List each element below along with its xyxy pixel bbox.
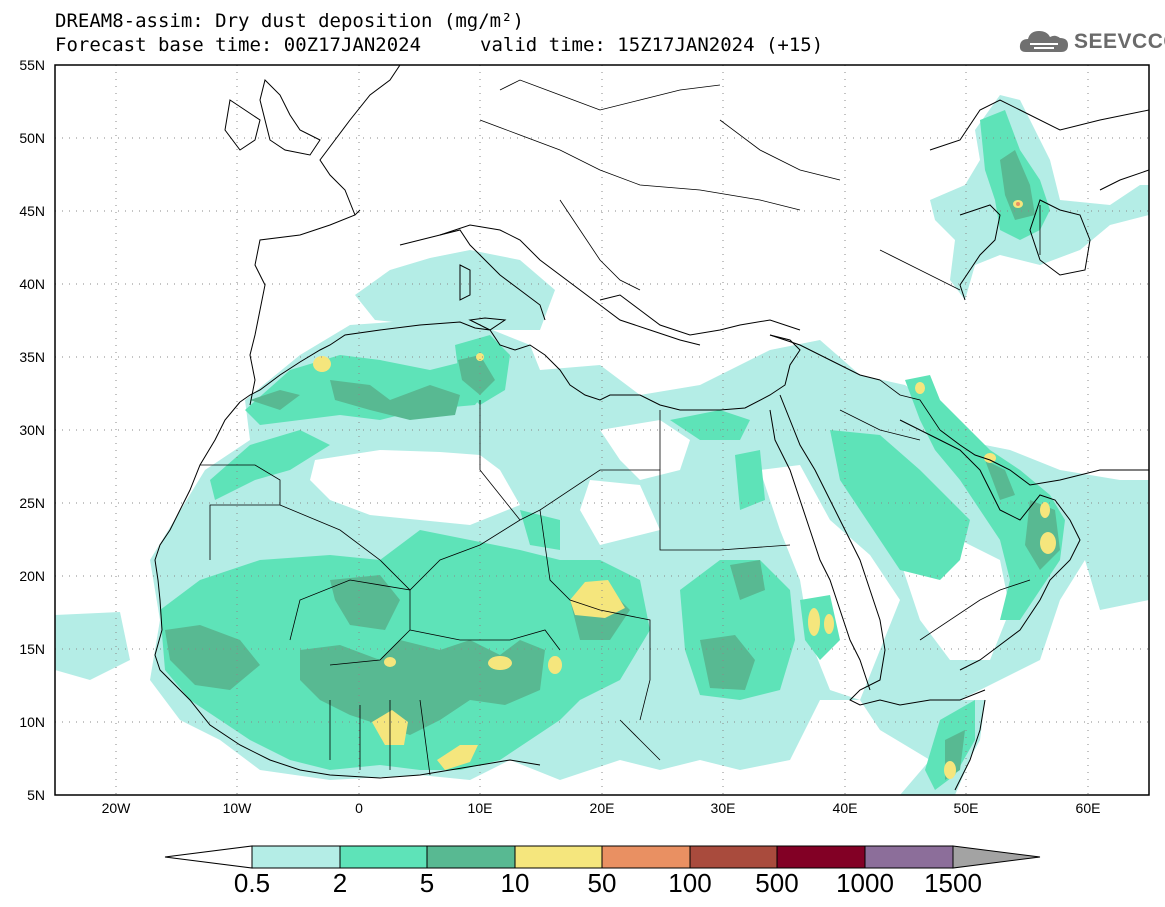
colorbar-label-500: 500 [755, 868, 799, 898]
lon-tick-50e: 50E [954, 800, 979, 816]
lat-tick-35: 35N [19, 349, 45, 365]
lon-tick-10w: 10W [223, 800, 253, 816]
colorbar-label-1000: 1000 [836, 868, 894, 898]
colorbar-swatch-2 [339, 845, 428, 869]
dust-level-50 [1016, 202, 1020, 206]
lon-tick-0: 0 [355, 800, 363, 816]
lat-tick-30: 30N [19, 422, 45, 438]
latitude-axis: 55N 50N 45N 40N 35N 30N 25N 20N 15N 10N … [19, 57, 45, 803]
lat-tick-50: 50N [19, 130, 45, 146]
lon-tick-40e: 40E [833, 800, 858, 816]
lat-tick-10: 10N [19, 714, 45, 730]
colorbar-label-2: 2 [332, 868, 348, 898]
colorbar-swatch-6 [689, 845, 778, 869]
colorbar-label-10: 10 [500, 868, 530, 898]
colorbar-swatch-5 [601, 845, 691, 869]
logo-text: SEEVCCC [1074, 30, 1165, 53]
colorbar-swatch-8 [864, 845, 954, 869]
colorbar-swatch-4 [514, 845, 603, 869]
map-title: DREAM8-assim: Dry dust deposition (mg/m²… [55, 10, 524, 32]
lon-tick-30e: 30E [711, 800, 736, 816]
valid-time: valid time: 15Z17JAN2024 (+15) [480, 34, 824, 56]
lon-tick-60e: 60E [1076, 800, 1101, 816]
colorbar-swatch-1 [251, 845, 341, 869]
country-borders [200, 79, 1041, 776]
longitude-axis: 20W 10W 0 10E 20E 30E 40E 50E 60E [102, 800, 1101, 816]
colorbar-label-0.5: 0.5 [233, 868, 271, 898]
colorbar-high-arrow [952, 845, 1041, 869]
grid-lines [55, 65, 1149, 795]
lon-tick-20w: 20W [102, 800, 132, 816]
colorbar-label-1500: 1500 [924, 868, 982, 898]
lat-tick-5: 5N [27, 787, 45, 803]
colorbar-swatch-7 [776, 845, 866, 869]
lat-tick-25: 25N [19, 495, 45, 511]
colorbar-label-100: 100 [668, 868, 712, 898]
lat-tick-45: 45N [19, 203, 45, 219]
plot-frame [54, 64, 1150, 796]
lat-tick-40: 40N [19, 276, 45, 292]
lon-tick-20e: 20E [590, 800, 615, 816]
dust-field [55, 95, 1149, 795]
lat-tick-15: 15N [19, 641, 45, 657]
lat-tick-20: 20N [19, 568, 45, 584]
colorbar-low-arrow [164, 845, 253, 869]
colorbar-swatch-3 [426, 845, 516, 869]
cloud-icon [1019, 31, 1068, 52]
coastlines [154, 65, 1149, 791]
lon-tick-10e: 10E [468, 800, 493, 816]
colorbar [164, 845, 1041, 869]
lat-tick-55: 55N [19, 57, 45, 73]
forecast-base-time: Forecast base time: 00Z17JAN2024 [55, 34, 422, 56]
seevccc-logo: SEEVCCC [1018, 26, 1165, 58]
colorbar-label-5: 5 [419, 868, 435, 898]
colorbar-label-50: 50 [587, 868, 617, 898]
